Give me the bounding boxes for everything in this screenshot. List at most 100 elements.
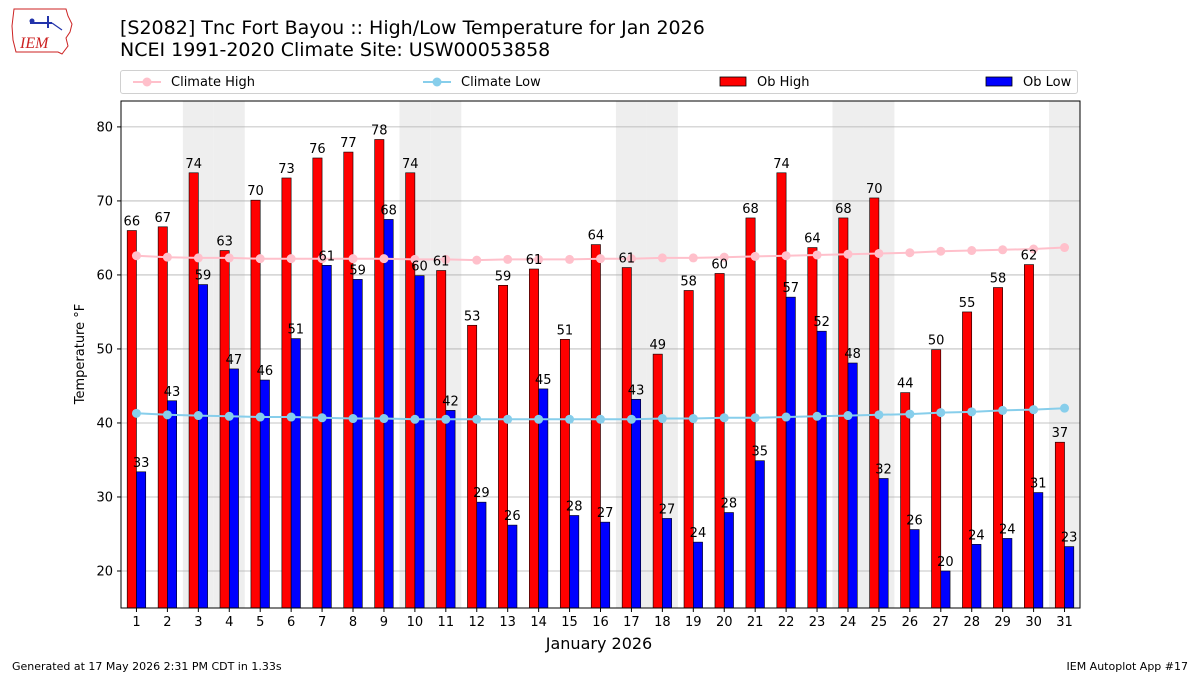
climate-low-point: [998, 405, 1008, 415]
ob-low-bar: [569, 515, 580, 609]
y-tick-label: 50: [96, 342, 113, 357]
ob-low-bar: [723, 512, 734, 609]
ob-low-bar: [1064, 546, 1075, 609]
ob-low-bar: [940, 570, 951, 609]
climate-low-point: [224, 411, 234, 421]
x-tick-label: 23: [809, 615, 826, 630]
ob-high-bar: [869, 197, 880, 609]
climate-high-point: [998, 245, 1008, 255]
ob-high-label: 68: [835, 202, 852, 217]
x-tick-label: 1: [132, 615, 140, 630]
ob-high-label: 77: [340, 136, 357, 151]
x-tick-label: 21: [747, 615, 764, 630]
climate-low-point: [626, 414, 636, 424]
climate-low-point: [688, 414, 698, 424]
ob-high-bar: [219, 250, 230, 609]
ob-low-label: 48: [844, 347, 861, 362]
ob-high-swatch-icon: [719, 76, 747, 87]
climate-high-point: [750, 251, 760, 261]
climate-high-point: [503, 254, 513, 264]
ob-low-bar: [352, 279, 363, 609]
climate-high-point: [812, 250, 822, 260]
ob-low-bar: [878, 478, 889, 609]
ob-low-bar: [600, 521, 611, 609]
ob-high-bar: [529, 268, 539, 609]
legend-label: Ob High: [757, 74, 810, 90]
ob-low-bar: [909, 529, 920, 609]
climate-high-point: [317, 254, 327, 264]
ob-low-label: 46: [257, 364, 274, 379]
climate-low-point: [905, 409, 915, 419]
climate-high-point: [596, 254, 605, 264]
ob-low-label: 43: [628, 383, 645, 398]
x-tick-label: 10: [407, 615, 424, 630]
climate-low-point: [534, 414, 544, 424]
climate-low-point: [162, 410, 172, 420]
climate-high-point: [1029, 244, 1039, 254]
legend-item-climate-high: Climate High: [133, 71, 255, 93]
x-tick-label: 27: [933, 615, 950, 630]
climate-low-point: [379, 414, 389, 424]
x-tick-label: 30: [1025, 615, 1042, 630]
x-tick-label: 3: [194, 615, 202, 630]
ob-high-label: 53: [464, 309, 481, 324]
ob-high-label: 50: [928, 334, 945, 349]
climate-low-point: [843, 411, 853, 421]
ob-low-label: 68: [380, 203, 397, 218]
climate-high-point: [224, 253, 234, 263]
climate-high-point: [441, 254, 451, 264]
climate-high-point: [255, 254, 265, 264]
bars: [126, 139, 1075, 609]
climate-high-point: [565, 254, 575, 264]
climate-low-point: [596, 414, 605, 424]
ob-high-label: 74: [185, 157, 202, 172]
x-tick-label: 28: [963, 615, 980, 630]
ob-low-label: 27: [659, 502, 676, 517]
ob-high-label: 55: [959, 296, 976, 311]
climate-low-point: [472, 414, 482, 424]
ob-low-label: 23: [1061, 531, 1078, 546]
ob-low-label: 24: [690, 526, 707, 541]
climate-low-point: [410, 414, 420, 424]
ob-low-label: 47: [226, 353, 243, 368]
ob-high-label: 66: [124, 215, 141, 230]
ob-low-label: 26: [906, 514, 923, 529]
ob-low-label: 59: [195, 269, 212, 284]
ob-low-bar: [1002, 538, 1013, 609]
data-labels: 66 33 67 43 74 59 63 47 70 46 73 51 76 61 77 59 78 68 74 60…: [124, 123, 1078, 570]
ob-low-label: 27: [597, 506, 614, 521]
x-axis-label: January 2026: [545, 634, 652, 653]
climate-low-line-icon: [423, 77, 451, 87]
ob-high-label: 61: [526, 253, 543, 268]
ob-high-bar: [312, 157, 323, 609]
ob-low-bar: [167, 400, 177, 609]
climate-high-line-icon: [133, 77, 161, 87]
ob-high-bar: [900, 392, 911, 609]
ob-high-bar: [343, 151, 354, 609]
ob-high-label: 58: [990, 272, 1007, 287]
ob-high-bar: [590, 244, 601, 609]
climate-high-point: [162, 252, 172, 262]
ob-high-bar: [807, 247, 818, 609]
climate-high-point: [286, 254, 296, 264]
ob-high-label: 49: [649, 338, 666, 353]
x-tick-label: 2: [163, 615, 171, 630]
ob-high-bar: [281, 177, 292, 609]
climate-high-point: [472, 255, 482, 265]
ob-high-label: 74: [773, 157, 790, 172]
ob-low-label: 24: [999, 522, 1016, 537]
climate-high-point: [843, 249, 853, 259]
ob-high-label: 61: [619, 252, 636, 267]
x-tick-label: 12: [468, 615, 485, 630]
climate-low-point: [255, 412, 265, 422]
ob-low-bar: [754, 460, 765, 609]
ob-high-label: 61: [433, 254, 450, 269]
ob-low-bar: [1033, 492, 1044, 609]
ob-low-label: 51: [288, 323, 305, 338]
ob-high-label: 70: [866, 182, 883, 197]
x-tick-label: 26: [902, 615, 919, 630]
climate-low-point: [1029, 405, 1039, 415]
legend-item-ob-low: Ob Low: [985, 71, 1071, 93]
ob-low-bar: [971, 544, 982, 609]
